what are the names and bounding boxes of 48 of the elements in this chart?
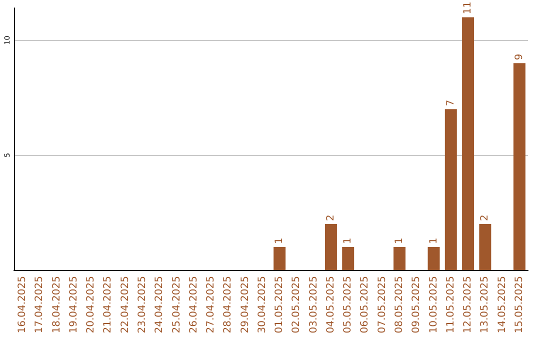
bar [394,247,406,270]
bar [428,247,440,270]
bar [444,109,457,270]
data-label: 1 [342,238,354,244]
x-tick-label: 24.04.2025 [154,276,166,334]
data-label: 9 [514,54,525,60]
bar [324,224,337,270]
x-tick-label: 12.05.2025 [462,276,474,334]
data-label: 7 [445,100,456,106]
x-tick-label: 18.04.2025 [51,276,62,334]
x-tick-label: 21.04.2025 [102,276,114,334]
x-tick-label: 28.04.2025 [222,276,234,334]
x-tick-label: 10.05.2025 [428,276,440,334]
x-tick-label: 08.05.2025 [394,276,405,334]
data-label: 1 [394,238,405,244]
x-tick-label: 05.05.2025 [342,276,354,334]
x-tick-label: 01.05.2025 [274,276,286,334]
x-tick-label: 29.04.2025 [240,276,251,334]
x-tick-label: 14.05.2025 [496,276,508,334]
x-tick-label: 13.05.2025 [480,276,491,334]
data-label: 11 [462,1,474,14]
bar [513,63,526,270]
bar [274,247,286,270]
bar [462,17,474,270]
x-tick-label: 22.04.2025 [120,276,131,334]
x-tick-label: 03.05.2025 [308,276,320,334]
x-tick-label: 26.04.2025 [188,276,200,334]
x-tick-label: 04.05.2025 [325,276,336,334]
data-label: 1 [428,238,440,244]
x-tick-label: 23.04.2025 [137,276,148,334]
data-label: 2 [325,214,336,222]
x-tick-label: 09.05.2025 [411,276,422,334]
data-label: 1 [274,238,286,244]
x-tick-label: 20.04.2025 [86,276,97,334]
x-tick-label: 27.04.2025 [206,276,217,334]
x-tick-label: 06.05.2025 [360,276,371,334]
x-tick-label: 25.04.2025 [171,276,182,334]
x-tick-label: 16.04.2025 [17,276,28,334]
x-tick-label: 02.05.2025 [291,276,302,334]
data-label: 2 [480,214,491,222]
x-tick-label: 30.04.2025 [256,276,268,334]
x-tick-label: 15.05.2025 [514,276,525,334]
bar [342,247,354,270]
x-tick-label: 11.05.2025 [445,276,456,334]
x-tick-label: 17.04.2025 [34,276,46,334]
x-tick-label: 19.04.2025 [68,276,80,334]
x-tick-label: 07.05.2025 [376,276,388,334]
bar [479,224,492,270]
